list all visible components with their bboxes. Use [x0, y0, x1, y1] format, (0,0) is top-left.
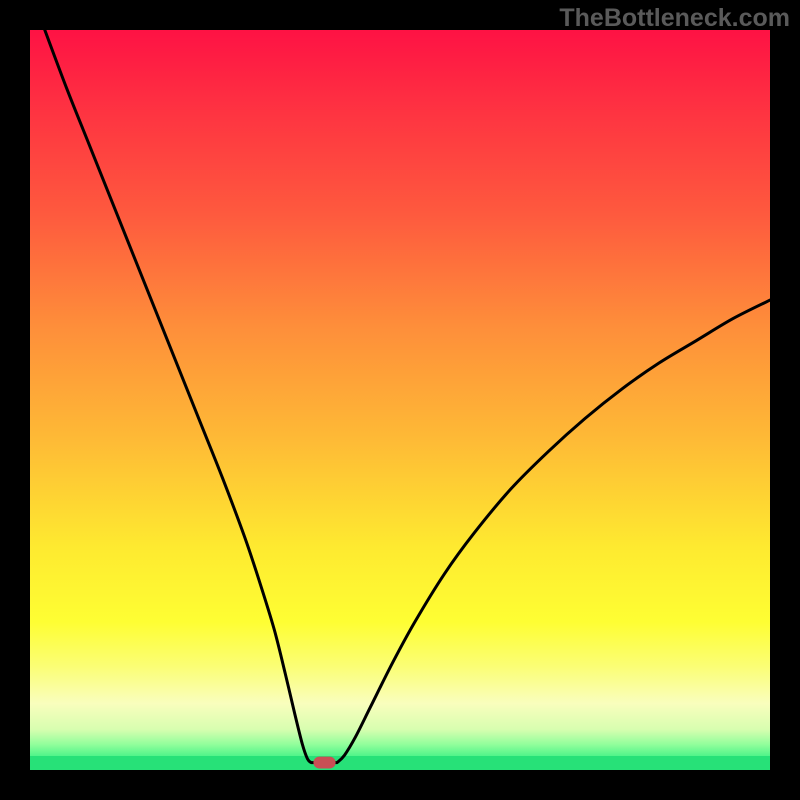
watermark-text: TheBottleneck.com [559, 4, 790, 33]
gradient-background [30, 30, 770, 770]
plot-svg [30, 30, 770, 770]
chart-frame: TheBottleneck.com [0, 0, 800, 800]
green-band [30, 756, 770, 770]
plot-area [30, 30, 770, 770]
valley-marker [313, 757, 335, 769]
